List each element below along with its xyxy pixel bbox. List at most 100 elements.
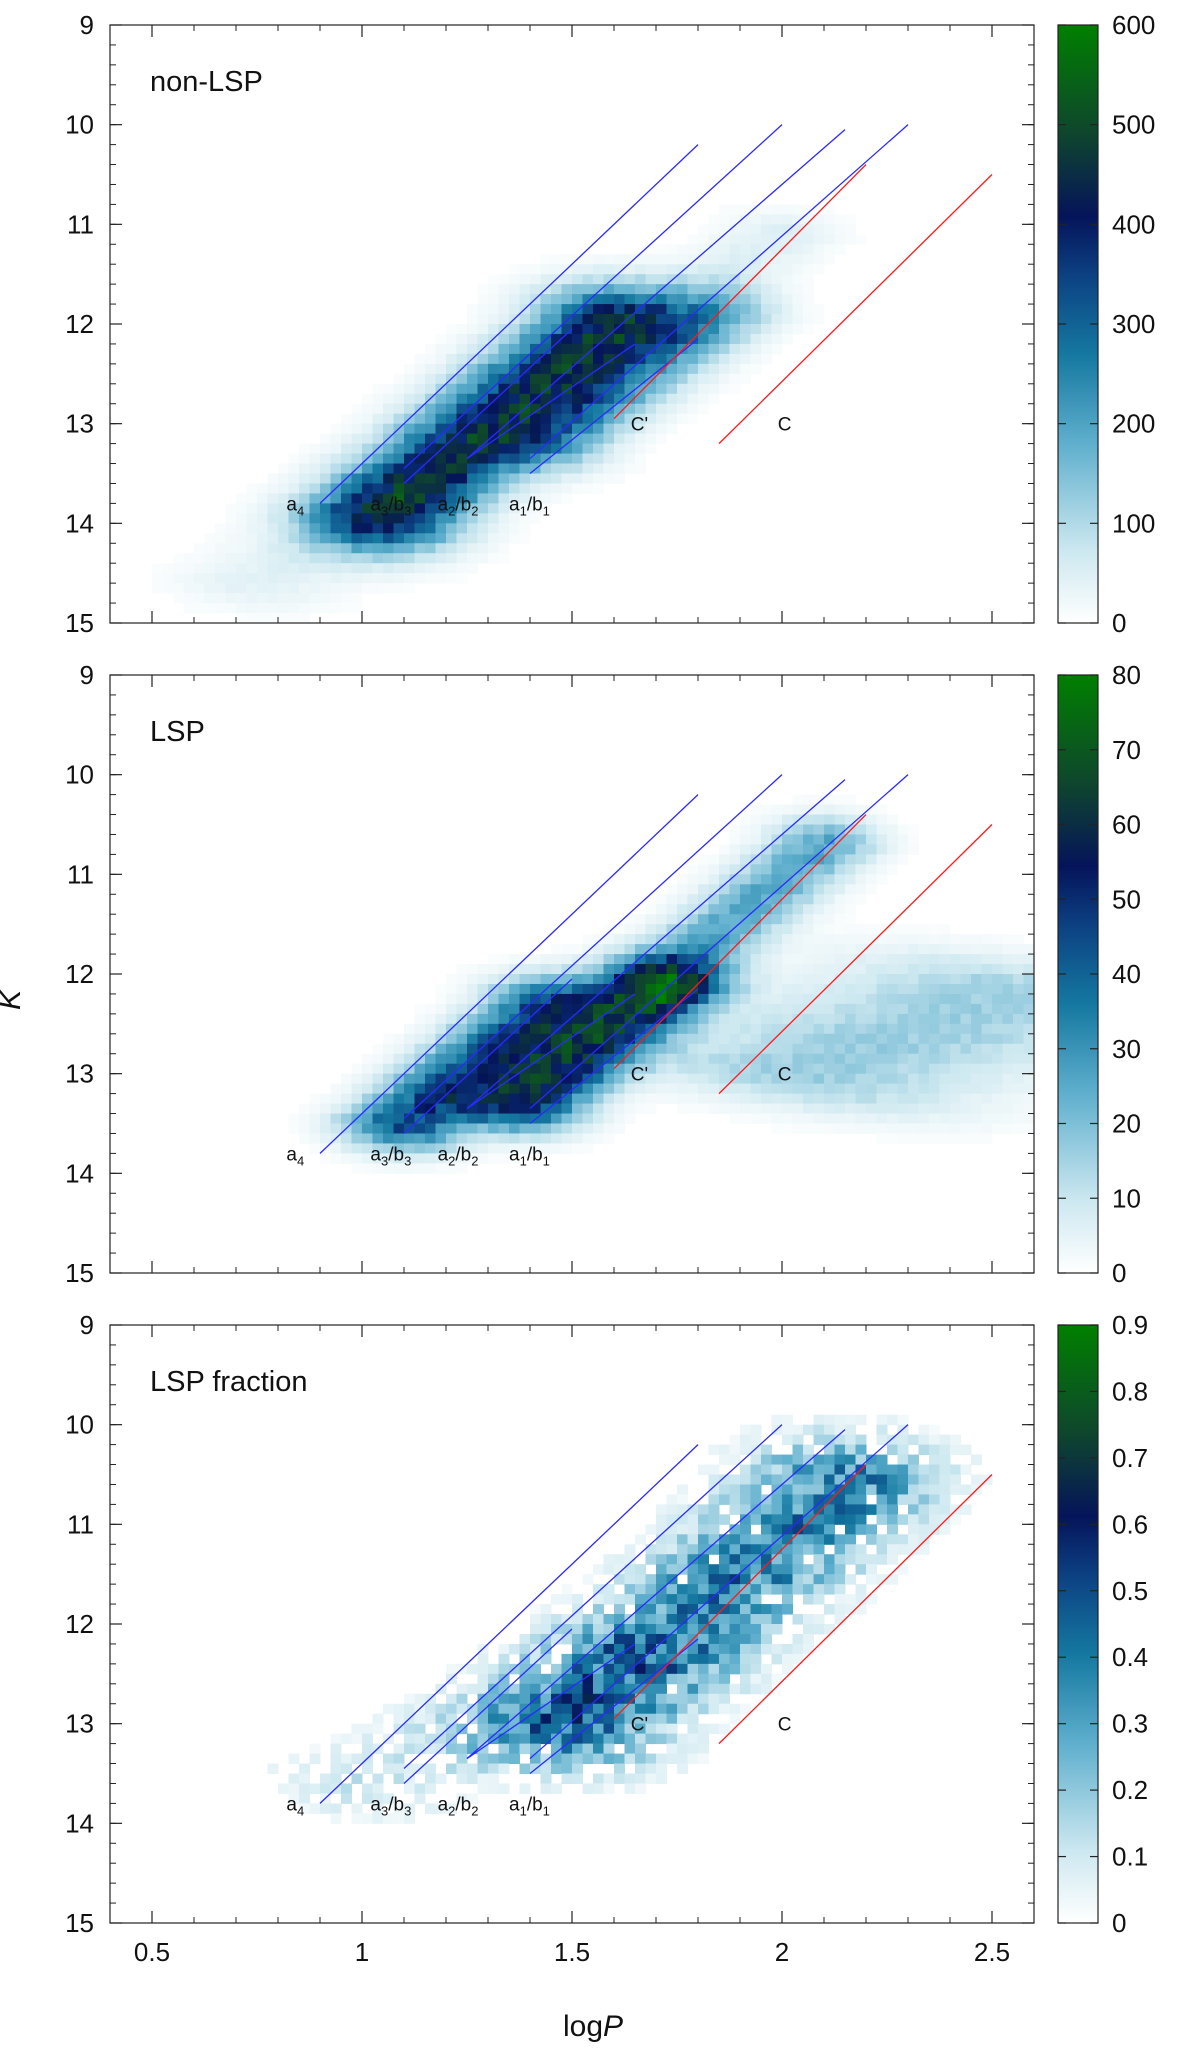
heatmap-cell xyxy=(782,1073,793,1085)
heatmap-cell xyxy=(435,433,447,445)
heatmap-cell xyxy=(708,1444,720,1456)
heatmap-cell xyxy=(572,1643,583,1655)
heatmap-cell xyxy=(1013,1093,1024,1105)
heatmap-cell xyxy=(656,1713,667,1725)
heatmap-cell xyxy=(750,284,762,295)
heatmap-cell xyxy=(498,1653,510,1665)
heatmap-cell xyxy=(572,403,583,415)
heatmap-cell xyxy=(687,934,699,945)
heatmap-cell xyxy=(425,1033,436,1045)
heatmap-cell xyxy=(866,1123,877,1134)
heatmap-cell xyxy=(477,964,489,975)
heatmap-cell xyxy=(698,1604,709,1615)
heatmap-cell xyxy=(887,864,898,875)
heatmap-cell xyxy=(362,1153,373,1164)
heatmap-cell xyxy=(498,463,510,474)
heatmap-cell xyxy=(845,1414,856,1426)
heatmap-cell xyxy=(771,904,783,915)
heatmap-cell xyxy=(929,1484,940,1495)
heatmap-cell xyxy=(834,1614,846,1625)
heatmap-cell xyxy=(656,1773,667,1784)
heatmap-cell xyxy=(803,1053,814,1065)
heatmap-cell xyxy=(446,993,457,1005)
heatmap-cell xyxy=(414,433,426,445)
heatmap-cell xyxy=(656,1504,667,1515)
heatmap-cell xyxy=(740,1594,751,1605)
heatmap-cell xyxy=(414,473,426,484)
heatmap-cell xyxy=(939,1123,951,1134)
heatmap-cell xyxy=(782,1484,793,1495)
heatmap-cell xyxy=(540,314,552,325)
heatmap-cell xyxy=(677,314,688,325)
heatmap-cell xyxy=(887,1003,898,1015)
heatmap-cell xyxy=(960,1464,972,1475)
heatmap-cell xyxy=(761,294,772,305)
heatmap-cell xyxy=(698,1663,709,1675)
heatmap-cell xyxy=(162,573,174,584)
heatmap-cell xyxy=(215,563,226,574)
heatmap-cell xyxy=(435,1063,447,1075)
heatmap-cell xyxy=(929,1123,940,1134)
heatmap-cell xyxy=(572,944,583,955)
heatmap-cell xyxy=(435,1713,447,1725)
heatmap-cell xyxy=(824,1073,835,1085)
heatmap-cell xyxy=(782,1464,793,1475)
heatmap-cell xyxy=(803,1633,814,1645)
heatmap-cell xyxy=(572,304,583,315)
heatmap-cell xyxy=(572,983,583,995)
heatmap-cell xyxy=(677,934,688,945)
heatmap-cell xyxy=(519,1783,531,1794)
heatmap-cell xyxy=(939,1073,951,1085)
heatmap-cell xyxy=(761,1534,772,1545)
heatmap-cell xyxy=(981,1113,993,1124)
heatmap-cell xyxy=(593,1564,604,1575)
heatmap-cell xyxy=(509,993,520,1005)
heatmap-cell xyxy=(425,493,436,504)
heatmap-cell xyxy=(771,1514,783,1525)
heatmap-cell xyxy=(614,403,625,415)
heatmap-cell xyxy=(593,473,604,484)
heatmap-cell xyxy=(887,1504,898,1515)
heatmap-cell xyxy=(257,483,268,494)
heatmap-cell xyxy=(603,254,615,265)
heatmap-cell xyxy=(593,1053,604,1065)
heatmap-cell xyxy=(908,1093,919,1105)
heatmap-cell xyxy=(456,493,468,504)
heatmap-cell xyxy=(1002,1123,1014,1134)
heatmap-cell xyxy=(477,1783,489,1794)
heatmap-cell xyxy=(803,804,814,816)
heatmap-cell xyxy=(656,1673,667,1685)
heatmap-cell xyxy=(887,1434,898,1446)
heatmap-cell xyxy=(614,1093,625,1105)
heatmap-cell xyxy=(803,864,814,875)
heatmap-cell xyxy=(866,1594,877,1605)
heatmap-cell xyxy=(561,1133,573,1144)
heatmap-cell xyxy=(404,1743,415,1755)
heatmap-cell xyxy=(603,1083,615,1095)
y-tick-label: 12 xyxy=(65,1609,94,1639)
heatmap-cell xyxy=(866,834,877,845)
heatmap-cell xyxy=(183,553,195,564)
heatmap-cell xyxy=(519,314,531,325)
heatmap-cell xyxy=(656,333,667,345)
colorbar-gradient xyxy=(1057,1324,1099,1924)
heatmap-cell xyxy=(719,854,730,865)
heatmap-cell xyxy=(824,864,835,875)
heatmap-cell xyxy=(677,1584,688,1595)
heatmap-cell xyxy=(887,1093,898,1105)
heatmap-cell xyxy=(908,834,919,845)
heatmap-cell xyxy=(498,1703,510,1715)
heatmap-cell xyxy=(950,1083,961,1095)
heatmap-cell xyxy=(992,1043,1003,1055)
heatmap-cell xyxy=(635,1783,646,1794)
heatmap-cell xyxy=(729,1574,741,1585)
heatmap-cell xyxy=(614,1624,625,1635)
heatmap-cell xyxy=(488,1663,499,1675)
heatmap-cell xyxy=(509,1153,520,1164)
heatmap-cell xyxy=(761,1444,772,1456)
heatmap-cell xyxy=(540,413,552,425)
heatmap-cell xyxy=(740,814,751,825)
heatmap-cell xyxy=(677,393,688,405)
heatmap-cell xyxy=(446,1733,457,1745)
heatmap-cell xyxy=(551,353,562,365)
